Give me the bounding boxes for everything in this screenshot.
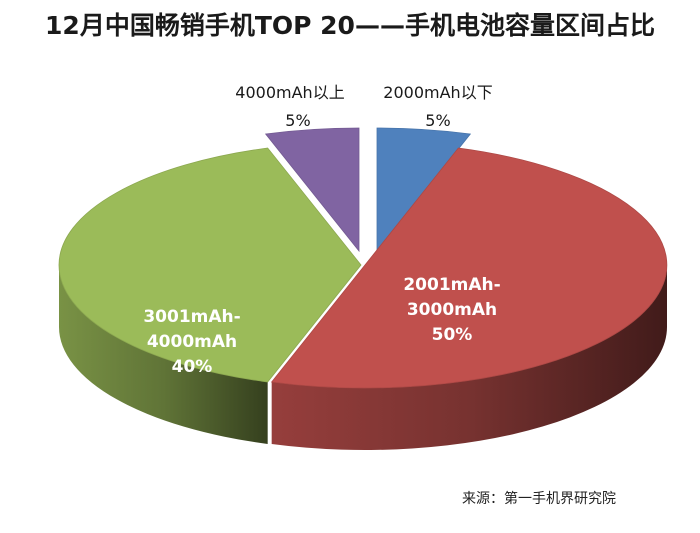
pie-slice-2 [58,147,362,383]
source-note: 来源：第一手机界研究院 [462,491,616,507]
pie-tops [58,127,668,389]
slice-value-label-0: 5% [425,111,450,130]
chart-title: 12月中国畅销手机TOP 20——手机电池容量区间占比 [45,11,655,40]
slice-label-2-line-0: 3001mAh- [143,307,240,327]
pie-slice-side-1 [271,265,667,450]
slice-value-label-2: 40% [172,357,213,377]
slice-label-2-line-1: 4000mAh [147,332,237,352]
slice-label-0: 2000mAh以下 [383,83,492,102]
pie-slice-1 [270,147,668,389]
slice-value-label-1: 50% [432,325,473,345]
pie-slice-side-2 [59,265,268,444]
slice-value-label-3: 5% [285,111,310,130]
slice-label-3: 4000mAh以上 [235,83,344,102]
pie-slice-3 [264,127,360,253]
slice-label-1-line-1: 3000mAh [407,300,497,320]
pie-labels: 2000mAh以下 5% 2001mAh- 3000mAh 50% 3001mAh- 400… [143,83,500,377]
pie-sides [59,265,667,450]
slice-label-1-line-0: 2001mAh- [403,275,500,295]
